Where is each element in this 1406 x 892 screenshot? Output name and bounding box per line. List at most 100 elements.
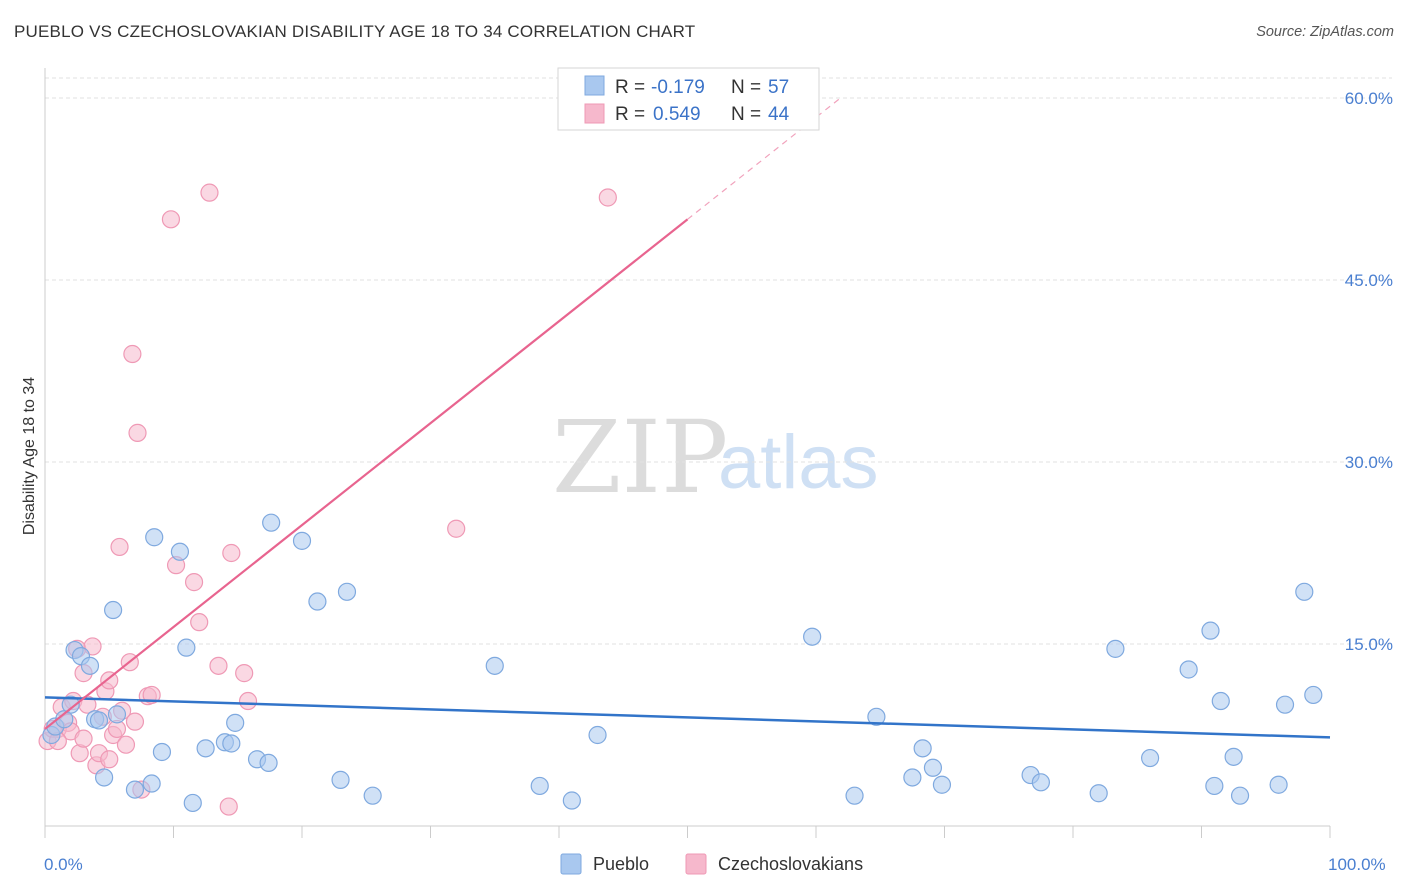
y-tick-label-1: 30.0% [1345, 453, 1393, 472]
legend-czech-swatch [584, 103, 605, 124]
pueblo-point-52 [1230, 786, 1250, 805]
legend-czech-n-label: N = [731, 104, 761, 125]
series-legend: Pueblo Czechoslovakians [560, 853, 863, 875]
legend-pueblo-r-value: -0.179 [651, 77, 705, 98]
czech-point-11 [83, 637, 102, 656]
pueblo-point-29 [337, 582, 357, 601]
bottom-legend-pueblo-label: Pueblo [593, 854, 649, 874]
czech-trend-line [44, 218, 689, 730]
pueblo-point-25 [262, 513, 281, 532]
pueblo-point-27 [308, 592, 327, 611]
x-tick-label-min: 0.0% [44, 855, 83, 874]
trend-lines [44, 96, 1331, 739]
czech-point-37 [235, 664, 254, 683]
pueblo-point-53 [1269, 775, 1288, 794]
pueblo-point-13 [142, 774, 161, 793]
pueblo-point-21 [222, 734, 241, 753]
pueblo-points [42, 513, 1323, 813]
pueblo-point-49 [1205, 776, 1224, 796]
pueblo-point-39 [913, 739, 932, 758]
czech-point-25 [128, 423, 147, 442]
pueblo-point-51 [1224, 747, 1243, 766]
pueblo-point-46 [1140, 748, 1160, 768]
czech-point-39 [447, 519, 466, 538]
czech-point-35 [219, 797, 238, 816]
pueblo-point-56 [1304, 685, 1323, 705]
legend-czech-n-value: 44 [768, 104, 790, 125]
pueblo-point-11 [107, 705, 127, 724]
legend-pueblo-n-value: 57 [768, 77, 789, 98]
legend-pueblo-swatch [584, 75, 605, 96]
source-label: Source: ZipAtlas.com [1256, 24, 1394, 40]
pueblo-point-17 [177, 638, 196, 657]
czech-point-31 [184, 573, 204, 592]
pueblo-point-22 [226, 713, 245, 732]
pueblo-point-48 [1201, 621, 1220, 640]
legend-pueblo-n-label: N = [731, 77, 761, 98]
pueblo-point-12 [125, 780, 145, 799]
pueblo-point-19 [196, 739, 215, 758]
pueblo-point-26 [292, 531, 312, 550]
czech-point-43 [100, 750, 119, 769]
y-tick-label-0: 15.0% [1345, 635, 1393, 654]
y-axis-title: Disability Age 18 to 34 [21, 377, 38, 535]
pueblo-point-55 [1295, 582, 1314, 601]
pueblo-point-6 [80, 656, 100, 675]
pueblo-point-43 [1031, 773, 1050, 792]
czech-point-23 [123, 344, 142, 364]
legend-pueblo-r-label: R = [615, 77, 645, 98]
czech-point-34 [209, 656, 228, 675]
grid-lines [45, 77, 1392, 645]
czech-point-42 [74, 729, 93, 748]
czech-point-28 [142, 685, 161, 705]
bottom-legend-pueblo-swatch [560, 853, 582, 875]
pueblo-point-30 [363, 786, 382, 805]
czech-point-21 [116, 735, 136, 754]
czech-point-29 [161, 210, 181, 229]
pueblo-point-28 [331, 770, 350, 789]
pueblo-point-31 [485, 656, 504, 675]
bottom-legend-czech-swatch [685, 853, 707, 875]
pueblo-point-45 [1106, 639, 1125, 658]
pueblo-point-33 [562, 791, 581, 810]
pueblo-point-8 [89, 711, 109, 730]
pueblo-point-18 [183, 793, 202, 813]
czech-point-33 [200, 183, 219, 202]
pueblo-point-10 [104, 600, 123, 620]
pueblo-point-15 [152, 742, 172, 762]
pueblo-point-47 [1179, 660, 1198, 679]
pueblo-point-44 [1089, 784, 1108, 803]
pueblo-point-37 [867, 707, 886, 726]
pueblo-point-16 [170, 542, 190, 561]
watermark-zip: ZIP [552, 399, 728, 516]
czech-point-40 [598, 188, 617, 207]
pueblo-point-32 [530, 776, 549, 796]
pueblo-point-50 [1211, 691, 1230, 711]
pueblo-trend-line [44, 696, 1331, 739]
pueblo-point-34 [588, 725, 607, 745]
czech-point-32 [190, 613, 209, 632]
y-tick-label-2: 45.0% [1345, 271, 1393, 290]
pueblo-point-40 [923, 758, 943, 777]
chart-title: PUEBLO VS CZECHOSLOVAKIAN DISABILITY AGE… [14, 22, 696, 41]
pueblo-point-3 [61, 695, 80, 714]
legend-czech-r-value: 0.549 [653, 104, 701, 125]
correlation-legend: R = -0.179 N = 57 R = 0.549 N = 44 [557, 67, 820, 131]
czech-points [38, 183, 617, 816]
czech-point-16 [100, 671, 119, 690]
y-tick-labels: 15.0% 30.0% 45.0% 60.0% [1345, 89, 1393, 654]
watermark-atlas: atlas [718, 420, 879, 505]
pueblo-point-24 [259, 753, 278, 773]
pueblo-point-54 [1275, 695, 1295, 714]
y-tick-label-3: 60.0% [1345, 89, 1393, 108]
pueblo-point-35 [803, 627, 822, 646]
czech-point-38 [238, 691, 258, 711]
legend-czech-r-label: R = [615, 104, 645, 125]
x-ticks [44, 826, 1331, 838]
pueblo-point-36 [845, 786, 864, 805]
czech-point-36 [222, 543, 241, 563]
czech-point-19 [110, 537, 129, 557]
pueblo-point-9 [95, 768, 114, 787]
pueblo-point-14 [145, 528, 164, 547]
